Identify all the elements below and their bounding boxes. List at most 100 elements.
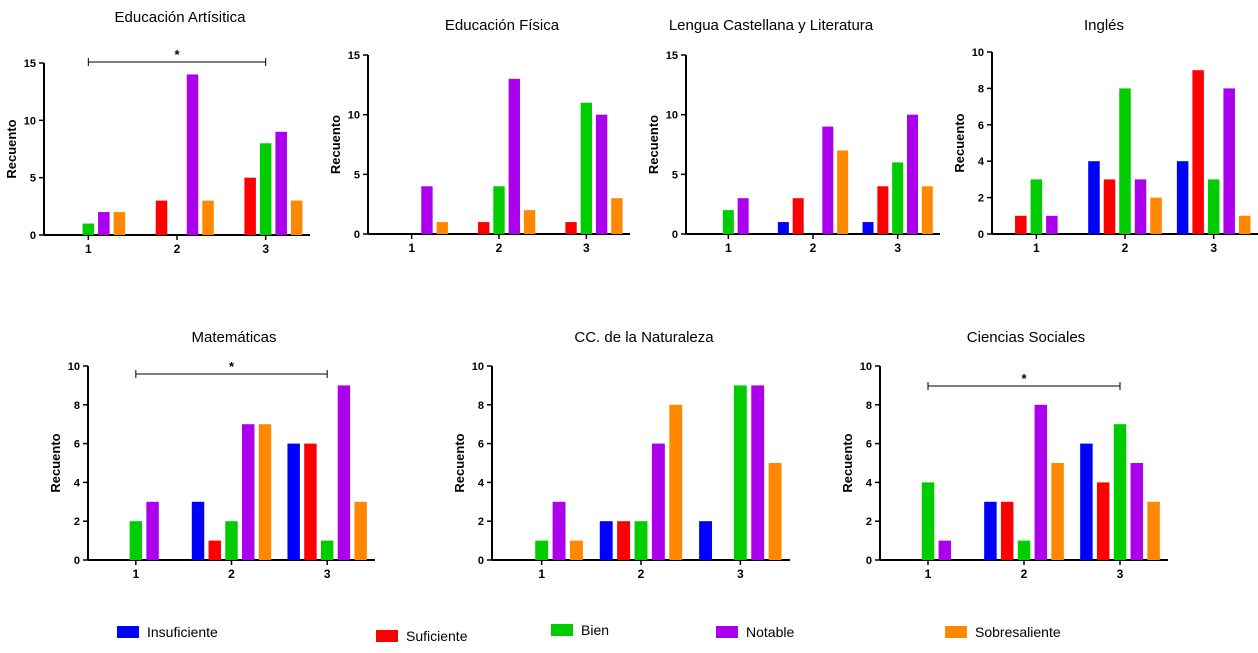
bar-notable <box>98 212 110 235</box>
y-tick-label: 4 <box>74 477 81 489</box>
bar-bien <box>722 210 734 234</box>
bar-suficiente <box>1096 482 1110 560</box>
y-axis-label: Recuento <box>4 119 19 178</box>
legend: Insuficiente Suficiente Bien Notable Sob… <box>0 622 1258 650</box>
bar-bien <box>259 143 272 235</box>
y-tick-label: 2 <box>866 516 872 528</box>
chart-title: Inglés <box>1084 17 1124 34</box>
chart-title: Lengua Castellana y Literatura <box>669 17 874 34</box>
bar-suficiente <box>1000 501 1014 560</box>
y-tick-label: 5 <box>30 173 36 185</box>
x-tick-label: 2 <box>638 567 645 581</box>
bar-notable <box>186 74 199 235</box>
x-tick-label: 2 <box>174 242 181 256</box>
bar-sobresaliente <box>258 424 272 560</box>
bar-bien <box>1119 88 1131 235</box>
legend-swatch-sobresaliente <box>945 626 967 638</box>
chart-title: Ciencias Sociales <box>967 329 1085 346</box>
bar-sobresaliente <box>1238 215 1251 234</box>
y-tick-label: 4 <box>978 156 985 168</box>
bar-notable <box>1223 88 1235 235</box>
significance-marker: * <box>229 359 235 374</box>
bar-suficiente <box>1103 179 1116 234</box>
x-tick-label: 3 <box>324 567 331 581</box>
y-axis-label: Recuento <box>952 113 967 172</box>
y-tick-label: 0 <box>30 230 36 242</box>
y-tick-label: 8 <box>478 400 484 412</box>
bar-bien <box>733 385 747 560</box>
x-tick-label: 3 <box>737 567 744 581</box>
x-tick-label: 2 <box>1021 567 1028 581</box>
y-tick-label: 2 <box>74 516 80 528</box>
legend-label-suficiente: Suficiente <box>406 628 468 644</box>
bar-notable <box>421 186 433 234</box>
bar-bien <box>1017 540 1031 560</box>
bar-bien <box>580 102 593 234</box>
y-tick-label: 10 <box>972 47 984 59</box>
y-tick-label: 8 <box>978 83 984 95</box>
bar-sobresaliente <box>523 210 536 234</box>
x-tick-label: 2 <box>1122 241 1129 255</box>
bar-insuficiente <box>1176 161 1189 234</box>
bar-notable <box>1130 463 1144 560</box>
bar-suficiente <box>244 177 256 235</box>
bar-bien <box>320 540 334 560</box>
bar-notable <box>751 385 765 560</box>
y-tick-label: 10 <box>348 110 360 122</box>
y-tick-label: 6 <box>978 120 984 132</box>
bar-notable <box>552 501 566 560</box>
legend-swatch-insuficiente <box>117 626 139 638</box>
legend-item-notable: Notable <box>716 624 794 640</box>
y-tick-label: 5 <box>354 169 360 181</box>
bar-sobresaliente <box>921 186 933 234</box>
x-tick-label: 1 <box>538 567 545 581</box>
x-tick-label: 1 <box>1033 241 1040 255</box>
bar-insuficiente <box>1088 161 1100 234</box>
bar-insuficiente <box>862 222 874 234</box>
bar-bien <box>225 521 238 560</box>
y-axis-label: Recuento <box>328 115 343 174</box>
legend-label-insuficiente: Insuficiente <box>147 624 218 640</box>
bar-bien <box>921 482 935 560</box>
legend-swatch-notable <box>716 626 738 638</box>
bar-suficiente <box>304 443 317 560</box>
legend-item-suficiente: Suficiente <box>376 628 467 644</box>
bar-insuficiente <box>777 222 789 234</box>
bar-notable <box>1134 179 1147 234</box>
bar-insuficiente <box>984 501 997 560</box>
x-tick-label: 1 <box>408 241 415 255</box>
legend-item-insuficiente: Insuficiente <box>117 624 218 640</box>
legend-item-bien: Bien <box>551 622 609 638</box>
y-tick-label: 10 <box>666 110 678 122</box>
bar-bien <box>634 521 648 560</box>
bar-suficiente <box>1192 70 1204 234</box>
bar-notable <box>337 385 351 560</box>
legend-item-sobresaliente: Sobresaliente <box>945 624 1061 640</box>
significance-marker: * <box>1021 371 1027 386</box>
legend-swatch-suficiente <box>376 630 398 642</box>
bar-sobresaliente <box>1051 463 1064 560</box>
bar-bien <box>892 162 904 234</box>
bar-suficiente <box>617 521 631 560</box>
x-tick-label: 3 <box>262 242 269 256</box>
bar-bien <box>1030 179 1043 234</box>
bar-notable <box>508 78 520 234</box>
y-tick-label: 10 <box>472 361 484 373</box>
legend-label-sobresaliente: Sobresaliente <box>975 624 1061 640</box>
x-tick-label: 3 <box>1117 567 1124 581</box>
bar-sobresaliente <box>202 200 214 235</box>
bar-suficiente <box>478 222 490 234</box>
y-tick-label: 4 <box>478 477 485 489</box>
bar-notable <box>595 114 608 234</box>
legend-label-bien: Bien <box>581 622 610 638</box>
y-tick-label: 6 <box>866 439 872 451</box>
y-tick-label: 0 <box>672 229 678 241</box>
bar-sobresaliente <box>1147 501 1160 560</box>
bar-suficiente <box>155 200 168 235</box>
chart-title: CC. de la Naturaleza <box>574 329 714 346</box>
bar-notable <box>275 131 287 235</box>
